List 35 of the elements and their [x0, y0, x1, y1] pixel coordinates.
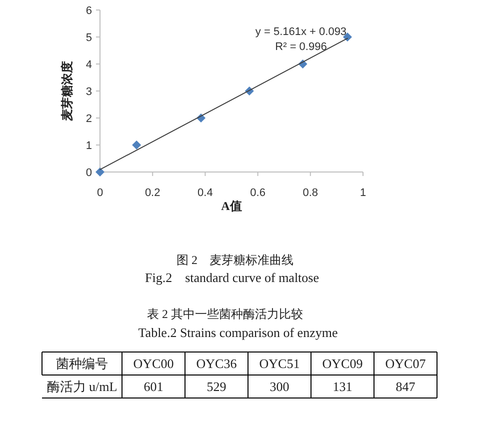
point [96, 168, 104, 176]
x-axis-title: A值 [221, 199, 242, 213]
text: Fig.2 standard curve of maltose [144, 270, 320, 285]
x-tick-label: 0 [96, 187, 104, 199]
point [132, 140, 142, 150]
data-label: 601 [144, 379, 164, 394]
y-tick-label: 2 [86, 113, 92, 125]
y-tick-label: 6 [86, 5, 92, 17]
y-tick-label: 1 [86, 140, 92, 152]
y-axis-title: 麦芽糖浓度 [60, 61, 74, 122]
y-tick-label: 4 [86, 59, 92, 71]
text: 图 2 麦芽糖标准曲线 [176, 253, 294, 267]
text: 酶活力 u/mL [46, 379, 118, 394]
text: 菌种编号 [56, 356, 108, 371]
category-label: OYC07 [385, 356, 426, 371]
category-label: OYC00 [133, 356, 174, 371]
x-tick-label: 0.4 [198, 187, 213, 199]
text: 表 2 其中一些菌种酶活力比较 [147, 307, 303, 321]
category-label: OYC09 [322, 356, 363, 371]
category-label: OYC36 [196, 356, 238, 371]
y-tick-label: 5 [86, 32, 92, 44]
annotation: y = 5.161x + 0.093 [255, 26, 347, 38]
data-label: 131 [332, 379, 352, 394]
y-tick-label: 3 [86, 86, 92, 98]
y-tick-label: 0 [86, 167, 92, 179]
data-label: 529 [206, 379, 226, 394]
text: Table.2 Strains comparison of enzyme [138, 325, 338, 340]
category-label: OYC51 [259, 356, 300, 371]
x-tick-label: 0.8 [302, 187, 318, 199]
x-tick-label: 0.6 [250, 187, 266, 199]
data-label: 847 [396, 379, 416, 394]
x-tick-label: 1 [360, 187, 366, 199]
annotation: R² = 0.996 [275, 41, 327, 53]
x-tick-label: 0.2 [144, 187, 160, 199]
data-label: 300 [270, 379, 290, 394]
